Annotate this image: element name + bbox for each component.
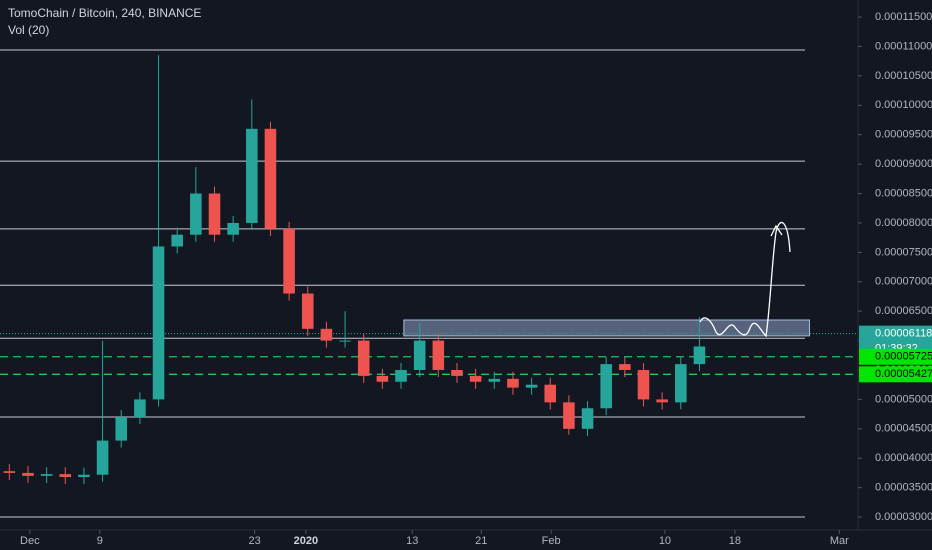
x-tick-label: Dec	[20, 535, 40, 547]
candle-body	[395, 370, 407, 382]
candle-body	[432, 340, 445, 370]
zone	[403, 319, 811, 337]
candle-body	[115, 417, 128, 441]
candle-body	[171, 234, 183, 247]
candle-body	[600, 364, 612, 409]
support-label: 0.00005427	[875, 368, 932, 380]
x-tick-label: 23	[248, 535, 260, 547]
y-tick-label: 0.00008500	[875, 187, 932, 199]
last-price-label: 0.00006118	[875, 328, 932, 340]
candle-body	[59, 474, 72, 478]
candle-body	[544, 384, 557, 403]
support-label: 0.00005725	[875, 351, 932, 363]
support-tag	[859, 366, 932, 383]
y-tick-label: 0.00009000	[875, 158, 932, 170]
x-tick-label: 2020	[294, 535, 318, 547]
y-tick-label: 0.00007500	[875, 246, 932, 258]
y-tick-label: 0.00007000	[875, 276, 932, 288]
candle-body	[357, 340, 370, 376]
y-tick-label: 0.00011000	[875, 40, 932, 52]
y-tick-label: 0.00006500	[875, 305, 932, 317]
candle-body	[320, 328, 333, 341]
candle-body	[96, 440, 109, 475]
candle-body	[525, 384, 538, 388]
candle-body	[134, 399, 146, 418]
candle-body	[22, 472, 34, 476]
candle-body	[656, 399, 668, 403]
candle-body	[283, 228, 295, 294]
x-tick-label: 21	[475, 535, 487, 547]
candle-body	[152, 246, 165, 400]
y-tick-label: 0.00003000	[875, 511, 932, 523]
candle-body	[693, 346, 706, 365]
candle-body	[246, 128, 258, 223]
x-tick-label: 13	[406, 535, 418, 547]
x-tick-label: 18	[729, 535, 741, 547]
candle-body	[40, 474, 53, 476]
candle-body	[78, 474, 90, 478]
candle-body	[190, 193, 202, 235]
candle-body	[413, 340, 426, 370]
y-tick-label: 0.00003500	[875, 482, 932, 494]
drawn-path	[699, 221, 791, 338]
y-tick-label: 0.00005000	[875, 393, 932, 405]
candle-body	[675, 364, 687, 403]
y-tick-label: 0.00004500	[875, 423, 932, 435]
chart-title: TomoChain / Bitcoin, 240, BINANCE	[8, 6, 201, 20]
support-tag	[859, 348, 932, 365]
candle-body	[227, 222, 239, 235]
plot-area	[0, 49, 858, 518]
y-tick-label: 0.00010500	[875, 70, 932, 82]
y-tick-label: 0.00004000	[875, 452, 932, 464]
candle-body	[637, 370, 650, 400]
candle-body	[563, 402, 575, 429]
candle-body	[469, 375, 482, 382]
candle-body	[507, 378, 519, 388]
candle-body	[619, 364, 631, 370]
x-tick-label: 10	[659, 535, 671, 547]
x-tick-label: 9	[97, 535, 103, 547]
y-tick-label: 0.00011500	[875, 11, 932, 23]
candle-body	[451, 370, 463, 376]
candle-body	[208, 193, 221, 235]
indicator-label: Vol (20)	[8, 23, 49, 37]
candle-body	[3, 471, 16, 473]
candle-body	[301, 293, 314, 329]
y-tick-label: 0.00008000	[875, 217, 932, 229]
x-tick-label: Feb	[542, 535, 561, 547]
y-tick-label: 0.00009500	[875, 129, 932, 141]
candle-body	[581, 408, 594, 429]
candle-body	[376, 375, 389, 382]
candle-body	[488, 378, 501, 382]
candle-body	[264, 128, 277, 229]
x-tick-label: Mar	[830, 535, 849, 547]
y-tick-label: 0.00010000	[875, 99, 932, 111]
candle-body	[339, 340, 351, 342]
